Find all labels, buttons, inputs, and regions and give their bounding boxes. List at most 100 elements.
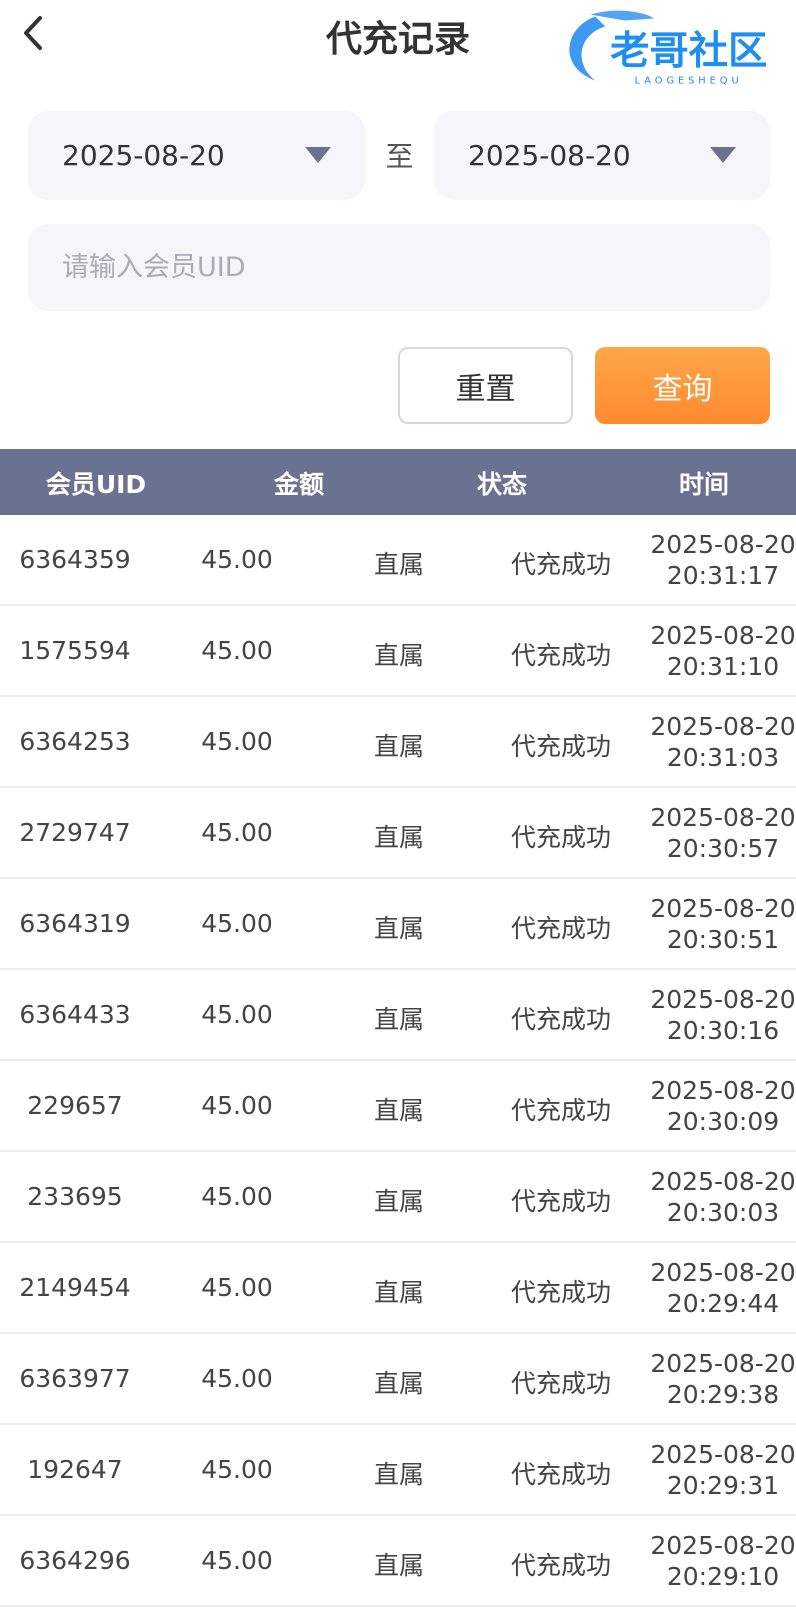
time-date: 2025-08-20 (650, 1440, 796, 1469)
amount-cell: 45.00 (201, 909, 273, 938)
watermark-logo: 老哥社区 LAOGESHEQU (556, 6, 792, 100)
column-header-status: 状态 (476, 470, 528, 499)
time-cell: 2025-08-20 20:30:57 (650, 802, 795, 864)
time-clock: 20:31:17 (666, 561, 780, 590)
status-cell: 代充成功 (510, 1005, 612, 1034)
time-clock: 20:30:16 (666, 1016, 780, 1045)
member-uid-cell: 6364253 (19, 727, 131, 756)
table-row[interactable]: 6364359 45.00 直属 代充成功 2025-08-20 20:31:17 (0, 515, 796, 606)
table-row[interactable]: 2149454 45.00 直属 代充成功 2025-08-20 20:29:44 (0, 1243, 796, 1334)
time-clock: 20:29:38 (666, 1380, 780, 1409)
amount-cell: 45.00 (201, 545, 273, 574)
time-date: 2025-08-20 (650, 1076, 796, 1105)
dropdown-triangle-icon (710, 147, 736, 163)
time-date: 2025-08-20 (650, 894, 796, 923)
table-row[interactable]: 6364433 45.00 直属 代充成功 2025-08-20 20:30:16 (0, 970, 796, 1061)
member-uid-cell: 6364359 (19, 545, 131, 574)
time-cell: 2025-08-20 20:30:16 (650, 984, 795, 1046)
time-cell: 2025-08-20 20:30:03 (650, 1166, 795, 1228)
amount-cell: 45.00 (201, 1364, 273, 1393)
status-cell: 代充成功 (510, 641, 612, 670)
type-cell: 直属 (373, 1278, 425, 1307)
time-clock: 20:31:03 (666, 743, 780, 772)
table-row[interactable]: 233695 45.00 直属 代充成功 2025-08-20 20:30:03 (0, 1152, 796, 1243)
time-date: 2025-08-20 (650, 621, 796, 650)
type-cell: 直属 (373, 1460, 425, 1489)
svg-text:LAOGESHEQU: LAOGESHEQU (635, 75, 743, 86)
table-row[interactable]: 192647 45.00 直属 代充成功 2025-08-20 20:29:31 (0, 1425, 796, 1516)
amount-cell: 45.00 (201, 1000, 273, 1029)
time-clock: 20:30:51 (666, 925, 780, 954)
time-cell: 2025-08-20 20:29:44 (650, 1257, 795, 1319)
amount-cell: 45.00 (201, 1091, 273, 1120)
svg-text:老哥社区: 老哥社区 (610, 28, 767, 74)
column-header-amount: 金额 (273, 470, 325, 499)
back-button[interactable] (16, 14, 52, 52)
table-row[interactable]: 229657 45.00 直属 代充成功 2025-08-20 20:30:09 (0, 1061, 796, 1152)
time-cell: 2025-08-20 20:31:03 (650, 711, 795, 773)
status-cell: 代充成功 (510, 1369, 612, 1398)
time-date: 2025-08-20 (650, 1258, 796, 1287)
time-clock: 20:30:57 (666, 834, 780, 863)
time-cell: 2025-08-20 20:29:31 (650, 1439, 795, 1501)
table-row[interactable]: 1575594 45.00 直属 代充成功 2025-08-20 20:31:10 (0, 606, 796, 697)
member-uid-cell: 1575594 (19, 636, 131, 665)
time-clock: 20:29:10 (666, 1562, 780, 1591)
amount-cell: 45.00 (201, 1273, 273, 1302)
type-cell: 直属 (373, 550, 425, 579)
status-cell: 代充成功 (510, 732, 612, 761)
time-cell: 2025-08-20 20:31:10 (650, 620, 795, 682)
start-date-picker[interactable]: 2025-08-20 (28, 111, 365, 200)
type-cell: 直属 (373, 823, 425, 852)
time-cell: 2025-08-20 20:31:17 (650, 529, 795, 591)
member-uid-cell: 2149454 (19, 1273, 131, 1302)
type-cell: 直属 (373, 1551, 425, 1580)
member-uid-cell: 6364296 (19, 1546, 131, 1575)
chevron-left-icon (24, 16, 42, 50)
table-row[interactable]: 6363977 45.00 直属 代充成功 2025-08-20 20:29:38 (0, 1334, 796, 1425)
time-date: 2025-08-20 (650, 712, 796, 741)
type-cell: 直属 (373, 1187, 425, 1216)
time-date: 2025-08-20 (650, 1167, 796, 1196)
date-separator: 至 (385, 140, 414, 173)
type-cell: 直属 (373, 1369, 425, 1398)
type-cell: 直属 (373, 1096, 425, 1125)
table-row[interactable]: 2729747 45.00 直属 代充成功 2025-08-20 20:30:57 (0, 788, 796, 879)
time-date: 2025-08-20 (650, 985, 796, 1014)
amount-cell: 45.00 (201, 1182, 273, 1211)
member-uid-cell: 6364433 (19, 1000, 131, 1029)
type-cell: 直属 (373, 914, 425, 943)
member-uid-input[interactable] (28, 224, 770, 311)
amount-cell: 45.00 (201, 1455, 273, 1484)
amount-cell: 45.00 (201, 727, 273, 756)
type-cell: 直属 (373, 732, 425, 761)
query-button[interactable]: 查询 (595, 347, 770, 424)
amount-cell: 45.00 (201, 636, 273, 665)
table-row[interactable]: 6364296 45.00 直属 代充成功 2025-08-20 20:29:10 (0, 1516, 796, 1607)
time-cell: 2025-08-20 20:30:09 (650, 1075, 795, 1137)
type-cell: 直属 (373, 641, 425, 670)
status-cell: 代充成功 (510, 550, 612, 579)
status-cell: 代充成功 (510, 1551, 612, 1580)
table-row[interactable]: 6364253 45.00 直属 代充成功 2025-08-20 20:31:03 (0, 697, 796, 788)
member-uid-cell: 6363977 (19, 1364, 131, 1393)
table-row[interactable]: 6364319 45.00 直属 代充成功 2025-08-20 20:30:51 (0, 879, 796, 970)
reset-button[interactable]: 重置 (398, 347, 573, 424)
table-header: 会员UID 金额 状态 时间 (0, 449, 796, 515)
page-title: 代充记录 (325, 19, 470, 60)
time-date: 2025-08-20 (650, 530, 796, 559)
amount-cell: 45.00 (201, 818, 273, 847)
time-cell: 2025-08-20 20:29:10 (650, 1530, 795, 1592)
member-uid-cell: 229657 (27, 1091, 123, 1120)
type-cell: 直属 (373, 1005, 425, 1034)
time-cell: 2025-08-20 20:29:38 (650, 1348, 795, 1410)
column-header-time: 时间 (678, 470, 730, 499)
member-uid-cell: 192647 (27, 1455, 123, 1484)
status-cell: 代充成功 (510, 914, 612, 943)
time-clock: 20:30:09 (666, 1107, 780, 1136)
member-uid-cell: 6364319 (19, 909, 131, 938)
time-date: 2025-08-20 (650, 803, 796, 832)
status-cell: 代充成功 (510, 1187, 612, 1216)
status-cell: 代充成功 (510, 1096, 612, 1125)
end-date-picker[interactable]: 2025-08-20 (434, 111, 770, 200)
